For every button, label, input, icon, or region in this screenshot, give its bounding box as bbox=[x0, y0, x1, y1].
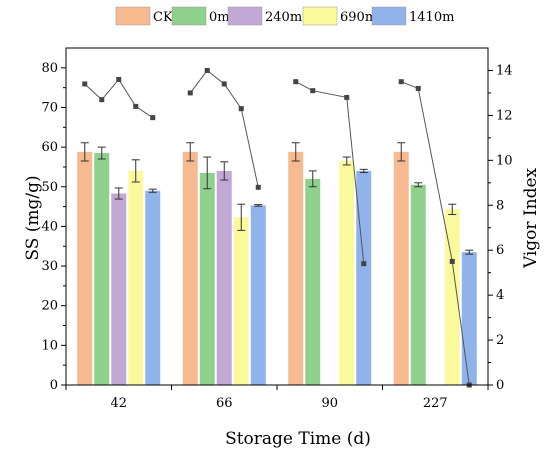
y2-tick-label: 10 bbox=[496, 153, 513, 168]
vigor-point bbox=[293, 79, 299, 85]
vigor-point bbox=[361, 261, 367, 267]
vigor-point bbox=[344, 94, 350, 100]
vigor-point bbox=[449, 258, 455, 264]
y2-tick-label: 12 bbox=[496, 108, 513, 123]
x-tick-label: 90 bbox=[321, 396, 338, 411]
x-axis-title: Storage Time (d) bbox=[225, 429, 371, 449]
vigor-point bbox=[398, 79, 404, 85]
vigor-point bbox=[82, 81, 88, 87]
legend-swatch bbox=[171, 6, 207, 26]
bar bbox=[288, 151, 304, 385]
legend-swatch bbox=[115, 6, 151, 26]
vigor-line bbox=[401, 81, 470, 386]
y-tick-label: 30 bbox=[41, 259, 58, 274]
bar bbox=[461, 252, 477, 385]
vigor-point bbox=[187, 90, 193, 96]
vigor-point bbox=[99, 97, 105, 103]
vigor-point bbox=[415, 85, 421, 91]
legend-label: CK bbox=[153, 10, 173, 25]
y-tick-label: 60 bbox=[41, 140, 58, 155]
y-tick-label: 10 bbox=[41, 338, 58, 353]
x-tick-label: 66 bbox=[216, 396, 233, 411]
vigor-point bbox=[310, 88, 316, 94]
y-tick-label: 40 bbox=[41, 219, 58, 234]
bar bbox=[233, 217, 249, 385]
legend: CK 0m 240m 690m 1410m bbox=[115, 6, 454, 26]
bar bbox=[182, 151, 198, 385]
vigor-line bbox=[295, 81, 365, 264]
y2-tick-label: 6 bbox=[496, 243, 504, 258]
bar bbox=[250, 205, 266, 385]
vigor-point bbox=[116, 76, 122, 82]
y2-tick-label: 2 bbox=[496, 333, 504, 348]
vigor-point bbox=[221, 81, 227, 87]
y2-tick-label: 4 bbox=[496, 288, 504, 303]
x-tick-label: 227 bbox=[423, 396, 448, 411]
bar bbox=[199, 172, 215, 385]
vigor-point bbox=[255, 184, 261, 190]
vigor-index-lines bbox=[82, 67, 472, 388]
bar bbox=[444, 209, 460, 385]
y-tick-label: 70 bbox=[41, 100, 58, 115]
bar bbox=[145, 190, 161, 385]
bar bbox=[111, 193, 127, 385]
bar bbox=[77, 151, 93, 385]
x-tick-label: 42 bbox=[110, 396, 127, 411]
y2-axis-title: Vigor Index bbox=[521, 167, 541, 269]
y2-tick-label: 14 bbox=[496, 63, 513, 78]
y-tick-label: 20 bbox=[41, 299, 58, 314]
bar bbox=[94, 153, 110, 385]
legend-swatch bbox=[371, 6, 407, 26]
y2-tick-label: 8 bbox=[496, 198, 504, 213]
legend-label: 0m bbox=[209, 10, 230, 25]
legend-swatch bbox=[302, 6, 338, 26]
bars bbox=[77, 142, 477, 385]
y-tick-label: 80 bbox=[41, 61, 58, 76]
y-tick-label: 0 bbox=[50, 378, 58, 393]
legend-label: 690m bbox=[340, 10, 377, 25]
legend-label: 1410m bbox=[409, 10, 454, 25]
bar bbox=[410, 184, 426, 385]
y-tick-label: 50 bbox=[41, 180, 58, 195]
vigor-point bbox=[204, 67, 210, 73]
y-axis-title: SS (mg/g) bbox=[23, 175, 43, 260]
vigor-point bbox=[150, 115, 156, 121]
bar bbox=[305, 178, 321, 385]
legend-label: 240m bbox=[265, 10, 302, 25]
bar bbox=[393, 151, 409, 385]
vigor-point bbox=[133, 103, 139, 109]
vigor-line bbox=[84, 78, 154, 119]
vigor-point bbox=[238, 106, 244, 112]
legend-swatch bbox=[227, 6, 263, 26]
bar bbox=[128, 170, 144, 385]
axes: 0 10 20 30 40 50 60 70 80 0 2 4 6 8 10 12 14 42 66 90 227 bbox=[41, 47, 513, 411]
y2-tick-label: 0 bbox=[496, 378, 504, 393]
bar bbox=[356, 170, 372, 385]
bar bbox=[339, 160, 355, 385]
bar bbox=[216, 170, 232, 385]
